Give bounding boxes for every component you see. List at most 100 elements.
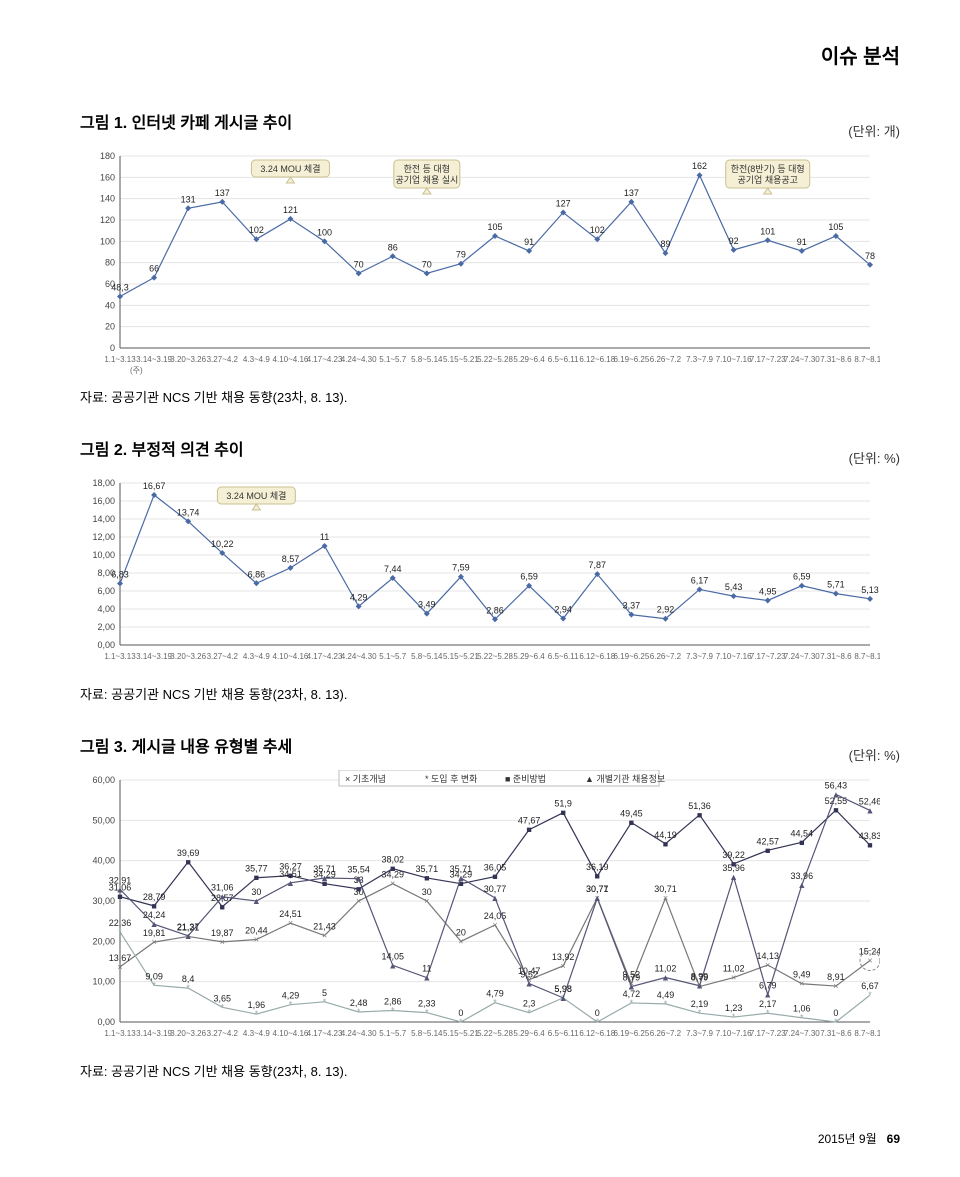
svg-text:×: × [322, 931, 327, 941]
svg-text:131: 131 [181, 194, 196, 204]
svg-text:5.15~5.21: 5.15~5.21 [443, 1029, 479, 1038]
page-footer: 2015년 9월 69 [80, 1130, 900, 1147]
svg-text:20,00: 20,00 [92, 936, 115, 946]
svg-text:7.3~7.9: 7.3~7.9 [686, 1029, 713, 1038]
svg-text:▲: ▲ [422, 973, 431, 983]
svg-text:5.1~5.7: 5.1~5.7 [379, 355, 406, 364]
svg-text:11: 11 [422, 964, 431, 974]
svg-text:8.7~8.13: 8.7~8.13 [854, 652, 880, 661]
svg-text:40: 40 [105, 300, 115, 310]
svg-text:2,19: 2,19 [691, 999, 709, 1009]
svg-text:34,51: 34,51 [279, 869, 302, 879]
svg-text:4.3~4.9: 4.3~4.9 [243, 355, 270, 364]
svg-text:20: 20 [105, 322, 115, 332]
svg-text:■: ■ [390, 864, 395, 874]
svg-text:5,98: 5,98 [554, 984, 572, 994]
svg-text:30,77: 30,77 [484, 884, 507, 894]
svg-text:*: * [391, 1005, 395, 1015]
svg-text:5.15~5.21: 5.15~5.21 [443, 355, 479, 364]
svg-text:6.26~7.2: 6.26~7.2 [650, 652, 682, 661]
svg-text:2,94: 2,94 [554, 605, 572, 615]
svg-text:7,59: 7,59 [452, 563, 470, 573]
svg-text:■: ■ [220, 902, 225, 912]
svg-text:4.24~4.30: 4.24~4.30 [341, 652, 377, 661]
svg-text:*: * [186, 983, 190, 993]
svg-text:5,13: 5,13 [861, 585, 879, 595]
svg-text:■: ■ [254, 873, 259, 883]
svg-text:3.24 MOU 체결: 3.24 MOU 체결 [226, 491, 286, 501]
svg-text:10,00: 10,00 [92, 977, 115, 987]
svg-text:137: 137 [215, 188, 230, 198]
svg-text:×: × [356, 896, 361, 906]
svg-text:6,59: 6,59 [520, 572, 538, 582]
svg-text:공기업 채용 실시: 공기업 채용 실시 [395, 175, 458, 185]
svg-text:35,71: 35,71 [313, 864, 336, 874]
svg-text:2,17: 2,17 [759, 999, 777, 1009]
svg-text:180: 180 [100, 151, 115, 161]
svg-text:▲: ▲ [218, 892, 227, 902]
svg-text:30: 30 [251, 887, 261, 897]
svg-text:32,91: 32,91 [109, 875, 132, 885]
svg-text:4.10~4.16: 4.10~4.16 [273, 652, 309, 661]
svg-text:14,00: 14,00 [92, 514, 115, 524]
page-header: 이슈 분석 [80, 40, 900, 69]
svg-text:×: × [458, 936, 463, 946]
svg-text:11,02: 11,02 [655, 964, 677, 974]
svg-text:×: × [220, 937, 225, 947]
svg-text:89: 89 [660, 239, 670, 249]
svg-text:×: × [765, 960, 770, 970]
svg-text:5: 5 [322, 988, 327, 998]
svg-text:6.26~7.2: 6.26~7.2 [650, 1029, 682, 1038]
svg-text:5,43: 5,43 [725, 582, 743, 592]
svg-text:*: * [221, 1002, 225, 1012]
svg-text:16,00: 16,00 [92, 496, 115, 506]
svg-text:140: 140 [100, 194, 115, 204]
svg-text:44,54: 44,54 [791, 828, 814, 838]
svg-text:■: ■ [526, 825, 531, 835]
svg-text:31,06: 31,06 [211, 883, 234, 893]
svg-text:6.5~6.11: 6.5~6.11 [548, 652, 579, 661]
svg-text:19,81: 19,81 [143, 928, 166, 938]
svg-text:7.17~7.23: 7.17~7.23 [750, 652, 786, 661]
svg-text:4,79: 4,79 [486, 989, 504, 999]
svg-text:6.12~6.18: 6.12~6.18 [579, 1029, 615, 1038]
svg-text:20,44: 20,44 [245, 926, 268, 936]
svg-text:9,09: 9,09 [145, 971, 163, 981]
svg-text:6.19~6.25: 6.19~6.25 [613, 1029, 649, 1038]
svg-text:*: * [698, 1008, 702, 1018]
svg-text:100: 100 [100, 236, 115, 246]
svg-text:▲: ▲ [797, 880, 806, 890]
svg-text:4,00: 4,00 [97, 604, 115, 614]
svg-text:3.20~3.26: 3.20~3.26 [170, 1029, 206, 1038]
svg-text:51,36: 51,36 [688, 801, 711, 811]
svg-text:44,19: 44,19 [654, 830, 677, 840]
svg-text:4,49: 4,49 [657, 990, 675, 1000]
svg-text:2,92: 2,92 [657, 605, 675, 615]
svg-text:1.1~3.13: 1.1~3.13 [104, 1029, 136, 1038]
svg-text:■: ■ [697, 810, 702, 820]
svg-text:6.5~6.11: 6.5~6.11 [548, 355, 579, 364]
svg-text:×: × [424, 896, 429, 906]
svg-text:121: 121 [283, 205, 298, 215]
svg-text:35,77: 35,77 [245, 864, 268, 874]
svg-text:9,49: 9,49 [793, 970, 811, 980]
svg-text:6,67: 6,67 [861, 981, 879, 991]
footer-page: 69 [887, 1132, 900, 1146]
svg-text:8.7~8.13: 8.7~8.13 [854, 355, 880, 364]
svg-text:× 기초개념: × 기초개념 [345, 774, 386, 784]
svg-text:3.14~3.19: 3.14~3.19 [136, 1029, 172, 1038]
svg-text:7.17~7.23: 7.17~7.23 [750, 355, 786, 364]
svg-text:24,05: 24,05 [484, 911, 507, 921]
svg-text:▲: ▲ [866, 805, 875, 815]
svg-text:▲: ▲ [252, 896, 261, 906]
svg-text:3,49: 3,49 [418, 600, 436, 610]
svg-text:5.8~5.14: 5.8~5.14 [411, 652, 443, 661]
svg-text:5.1~5.7: 5.1~5.7 [379, 652, 406, 661]
svg-text:4.3~4.9: 4.3~4.9 [243, 1029, 270, 1038]
svg-text:6,00: 6,00 [97, 586, 115, 596]
svg-text:6,79: 6,79 [759, 981, 777, 991]
svg-text:■: ■ [595, 871, 600, 881]
svg-text:7.31~8.6: 7.31~8.6 [820, 1029, 852, 1038]
svg-text:5.29~6.4: 5.29~6.4 [513, 1029, 545, 1038]
svg-text:■: ■ [867, 840, 872, 850]
